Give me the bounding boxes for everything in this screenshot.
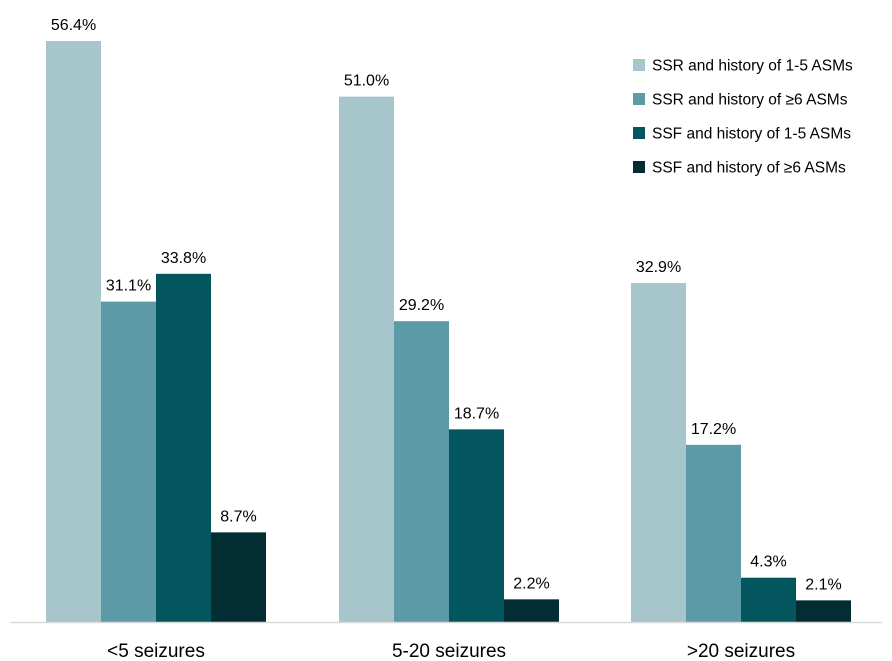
bar-value-label: 4.3% [750,554,786,571]
bar-value-label: 51.0% [344,73,389,90]
legend-item: SSF and history of 1-5 ASMs [633,126,851,143]
bars-layer [46,41,851,622]
legend-item: SSF and history of ≥6 ASMs [633,160,846,177]
bar-value-label: 31.1% [106,278,151,295]
x-tick-label: 5-20 seizures [392,641,506,661]
legend-label: SSR and history of ≥6 ASMs [652,92,848,109]
bar-value-label: 18.7% [454,405,499,422]
bar-value-label: 17.2% [691,421,736,438]
x-tick-label: <5 seizures [107,641,205,661]
bar-value-label: 32.9% [636,259,681,276]
bar-value-label: 33.8% [161,250,206,267]
legend-item: SSR and history of 1-5 ASMs [633,58,853,75]
bar [631,283,686,622]
legend-swatch [633,161,645,173]
bar [339,96,394,622]
legend-swatch [633,59,645,71]
legend-item: SSR and history of ≥6 ASMs [633,92,848,109]
legend-label: SSF and history of 1-5 ASMs [652,126,851,143]
legend-label: SSR and history of 1-5 ASMs [652,58,853,75]
bar-value-label: 29.2% [399,297,444,314]
category-labels-layer: <5 seizures 5-20 seizures >20 seizures [107,641,795,661]
bar [449,429,504,622]
legend-swatch [633,93,645,105]
legend-swatch [633,127,645,139]
bar [101,301,156,622]
bar-value-label: 56.4% [51,17,96,34]
x-tick-label: >20 seizures [687,641,795,661]
bar-value-label: 2.2% [513,575,549,592]
legend: SSR and history of 1-5 ASMs SSR and histo… [633,58,853,177]
bar [686,444,741,622]
legend-label: SSF and history of ≥6 ASMs [652,160,846,177]
value-labels-layer: 56.4% 31.1% 33.8% 8.7% 51.0% 29.2% 18.7% 2.2% 32… [51,17,842,593]
bar-value-label: 8.7% [220,508,256,525]
bar [156,273,211,622]
bar [46,41,101,622]
bar [211,532,266,622]
bar [394,321,449,622]
bar-value-label: 2.1% [805,576,841,593]
bar [741,577,796,622]
bar [504,599,559,622]
bar [796,600,851,622]
